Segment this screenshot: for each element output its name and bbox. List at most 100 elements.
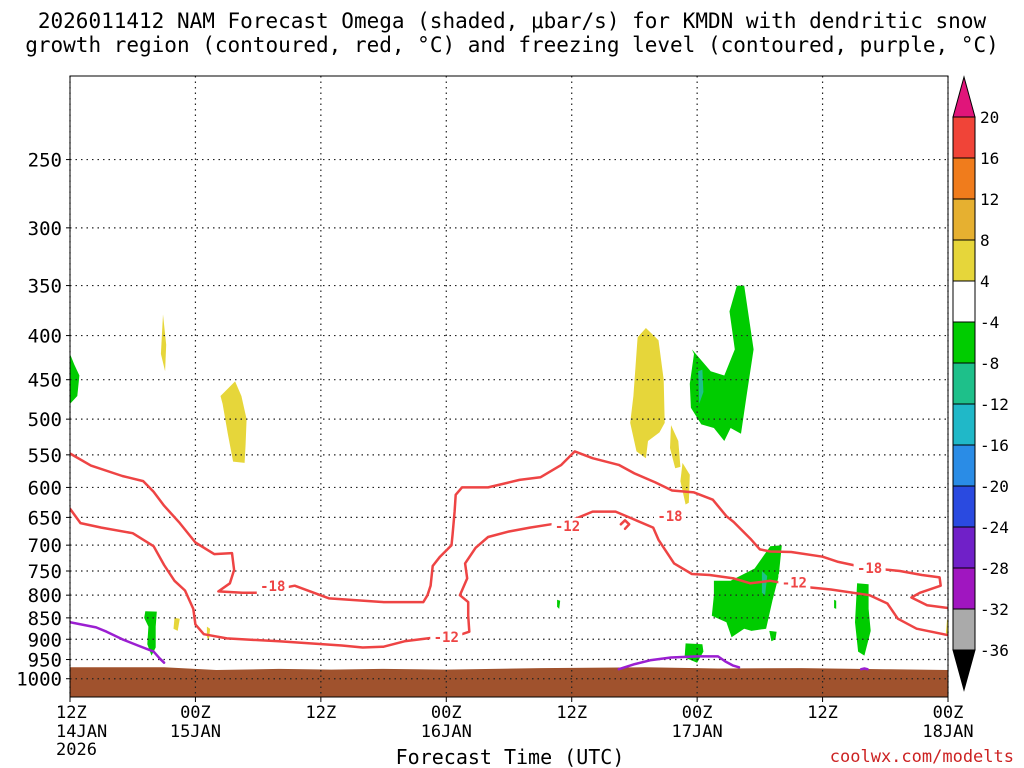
colorbar-box-0 xyxy=(952,116,976,159)
y-tick-label-400: 400 xyxy=(28,326,62,348)
omega-region-18 xyxy=(945,618,948,636)
colorbar-box-12 xyxy=(952,608,976,651)
colorbar-box-11 xyxy=(952,567,976,610)
dgz-contour-3 xyxy=(70,450,948,610)
colorbar-box-7 xyxy=(952,403,976,446)
omega-region-15 xyxy=(630,328,665,459)
x-tick-label-2: 12Z xyxy=(305,703,336,723)
x-tick-date-0: 14JAN xyxy=(56,722,107,742)
dgz-label-3: -18 xyxy=(260,579,285,595)
colorbar-box-5 xyxy=(952,321,976,364)
colorbar-label-4: 4 xyxy=(980,272,990,291)
colorbar-label-3: 8 xyxy=(980,231,990,250)
colorbar-label-1: 16 xyxy=(980,149,999,168)
omega-region-9 xyxy=(698,369,704,404)
colorbar-label-7: -12 xyxy=(980,395,1009,414)
dgz-label-bg-4 xyxy=(653,508,686,525)
colorbar-label-2: 12 xyxy=(980,190,999,209)
dgz-label-bg-3 xyxy=(256,578,289,595)
y-tick-label-650: 650 xyxy=(28,507,62,529)
colorbar-box-9 xyxy=(952,485,976,528)
y-tick-label-900: 900 xyxy=(28,629,62,651)
y-axis: 2503003504004505005506006507007508008509… xyxy=(16,150,70,691)
omega-region-7 xyxy=(834,599,837,609)
omega-region-12 xyxy=(173,617,180,631)
chart-title-line2: growth region (contoured, red, °C) and f… xyxy=(25,33,999,57)
y-tick-label-500: 500 xyxy=(28,409,62,431)
omega-region-1 xyxy=(144,611,157,656)
colorbar-label-8: -16 xyxy=(980,436,1009,455)
dgz-label-1: -12 xyxy=(555,519,580,535)
omega-region-14 xyxy=(220,381,247,463)
colorbar-label-12: -32 xyxy=(980,600,1009,619)
x-tick-label-7: 00Z xyxy=(933,703,964,723)
x-tick-date-1: 15JAN xyxy=(170,722,221,742)
y-tick-label-750: 750 xyxy=(28,561,62,583)
colorbar-box-8 xyxy=(952,444,976,487)
x-tick-date-3: 16JAN xyxy=(421,722,472,742)
omega-region-8 xyxy=(855,583,871,656)
dendritic-growth-contours: -12 -12 -12 -18 -18 -18 xyxy=(70,450,948,649)
x-tick-year-0: 2026 xyxy=(56,740,97,760)
y-tick-label-800: 800 xyxy=(28,585,62,607)
colorbar-label-10: -24 xyxy=(980,518,1009,537)
omega-region-6 xyxy=(769,630,777,642)
x-tick-label-4: 12Z xyxy=(556,703,587,723)
y-tick-label-950: 950 xyxy=(28,650,62,672)
colorbar-top-arrow xyxy=(952,75,976,118)
freezing-level-contours xyxy=(70,620,869,671)
dgz-contour-6 xyxy=(619,519,631,531)
colorbar-box-10 xyxy=(952,526,976,569)
dgz-label-5: -18 xyxy=(857,561,882,577)
chart-title-line1: 2026011412 NAM Forecast Omega (shaded, μ… xyxy=(38,9,987,33)
frz-contour-2 xyxy=(859,667,869,671)
y-tick-label-300: 300 xyxy=(28,218,62,240)
dgz-label-bg-5 xyxy=(853,559,886,576)
y-tick-label-350: 350 xyxy=(28,276,62,298)
y-tick-label-700: 700 xyxy=(28,535,62,557)
omega-region-0 xyxy=(70,353,80,404)
colorbar-label-9: -20 xyxy=(980,477,1009,496)
dgz-label-0: -12 xyxy=(434,630,459,646)
grid-lines xyxy=(69,76,949,697)
x-tick-label-3: 00Z xyxy=(431,703,462,723)
omega-region-16 xyxy=(670,425,681,469)
frz-contour-1 xyxy=(617,655,741,671)
dgz-label-4: -18 xyxy=(657,509,682,525)
colorbar-label-6: -8 xyxy=(980,354,999,373)
omega-colorbar: 20 16 12 8 4 -4 -8 -12 -16 -20 -24 -28 -32 -36 xyxy=(952,75,1009,692)
colorbar-box-4 xyxy=(952,280,976,323)
x-tick-date-7: 18JAN xyxy=(922,722,973,742)
colorbar-label-13: -36 xyxy=(980,641,1009,660)
colorbar-label-11: -28 xyxy=(980,559,1009,578)
x-tick-label-5: 00Z xyxy=(682,703,713,723)
dgz-contour-0 xyxy=(70,507,948,649)
colorbar-box-2 xyxy=(952,198,976,241)
omega-region-11 xyxy=(160,314,167,372)
x-tick-label-6: 12Z xyxy=(807,703,838,723)
y-tick-label-550: 550 xyxy=(28,445,62,467)
colorbar-label-0: 20 xyxy=(980,108,999,127)
x-tick-date-5: 17JAN xyxy=(672,722,723,742)
omega-shading xyxy=(70,285,948,663)
ground-below-surface xyxy=(70,667,948,697)
omega-region-17 xyxy=(680,462,690,505)
credit-text: coolwx.com/modelts xyxy=(830,747,1014,767)
frz-contour-0 xyxy=(70,620,166,664)
omega-region-4 xyxy=(689,285,754,441)
dgz-label-bg-0 xyxy=(430,629,463,646)
omega-region-13 xyxy=(206,626,211,640)
dgz-label-bg-2 xyxy=(778,574,811,591)
y-tick-label-450: 450 xyxy=(28,370,62,392)
ground-fill xyxy=(70,667,948,697)
omega-region-2 xyxy=(557,599,561,609)
x-tick-label-0: 12Z xyxy=(56,703,87,723)
y-tick-label-250: 250 xyxy=(28,150,62,172)
y-tick-label-850: 850 xyxy=(28,608,62,630)
y-tick-label-600: 600 xyxy=(28,477,62,499)
dgz-label-2: -12 xyxy=(782,575,807,591)
y-tick-label-1000: 1000 xyxy=(16,669,62,691)
x-axis-title: Forecast Time (UTC) xyxy=(396,745,625,768)
plot-frame xyxy=(69,75,949,698)
